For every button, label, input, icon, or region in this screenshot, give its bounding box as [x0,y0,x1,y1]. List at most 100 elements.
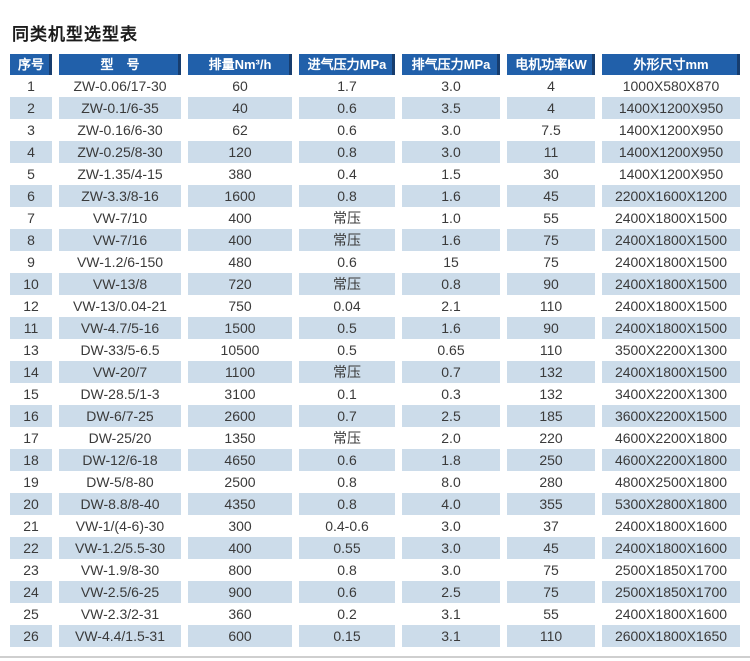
table-cell-col-dimensions: 4600X2200X1800 [602,449,740,471]
table-cell-col-serial: 10 [10,273,52,295]
table-cell-col-exhaust-pressure: 3.0 [402,515,500,537]
table-cell-col-exhaust-pressure: 2.1 [402,295,500,317]
table-cell-col-motor-power: 11 [507,141,595,163]
table-cell-col-motor-power: 4 [507,75,595,97]
table-cell-col-model: DW-6/7-25 [59,405,181,427]
table-cell-col-displacement: 4350 [188,493,292,515]
table-cell-col-exhaust-pressure: 15 [402,251,500,273]
table-cell-col-displacement: 10500 [188,339,292,361]
table-cell-col-intake-pressure: 常压 [299,207,395,229]
table-cell-col-model: VW-4.4/1.5-31 [59,625,181,647]
bottom-divider [0,656,750,658]
table-cell-col-model: ZW-0.25/8-30 [59,141,181,163]
table-cell-col-model: VW-1.2/5.5-30 [59,537,181,559]
model-selection-table: 序号型 号排量Nm³/h 进气压力MPa 排气压力MPa 电机功率kW 外形尺寸mm 1… [10,54,740,647]
table-cell-col-model: VW-1/(4-6)-30 [59,515,181,537]
table-cell-col-displacement: 2500 [188,471,292,493]
table-cell-col-intake-pressure: 0.5 [299,317,395,339]
table-cell-col-dimensions: 2400X1800X1500 [602,251,740,273]
table-cell-col-intake-pressure: 0.7 [299,405,395,427]
table-row: 23 VW-1.9/8-30 800 0.8 3.0 75 2500X1850X1700 [10,559,740,581]
table-cell-col-motor-power: 110 [507,295,595,317]
table-cell-col-motor-power: 132 [507,383,595,405]
table-cell-col-serial: 5 [10,163,52,185]
table-cell-col-model: VW-13/0.04-21 [59,295,181,317]
table-cell-col-dimensions: 4600X2200X1800 [602,427,740,449]
table-cell-col-serial: 8 [10,229,52,251]
table-cell-col-model: VW-2.3/2-31 [59,603,181,625]
table-cell-col-displacement: 750 [188,295,292,317]
table-cell-col-dimensions: 1400X1200X950 [602,119,740,141]
table-cell-col-serial: 6 [10,185,52,207]
table-cell-col-exhaust-pressure: 3.1 [402,603,500,625]
header-cell-col-model: 型 号 [59,54,181,75]
table-cell-col-dimensions: 3500X2200X1300 [602,339,740,361]
table-cell-col-model: VW-2.5/6-25 [59,581,181,603]
table-row: 14 VW-20/7 1100 常压 0.7 132 2400X1800X1500 [10,361,740,383]
table-cell-col-serial: 9 [10,251,52,273]
table-cell-col-model: DW-5/8-80 [59,471,181,493]
table-row: 9 VW-1.2/6-150 480 0.6 15 75 2400X1800X1500 [10,251,740,273]
table-cell-col-displacement: 120 [188,141,292,163]
table-cell-col-dimensions: 2400X1800X1600 [602,603,740,625]
table-cell-col-dimensions: 2500X1850X1700 [602,559,740,581]
table-cell-col-serial: 12 [10,295,52,317]
table-row: 22 VW-1.2/5.5-30 400 0.55 3.0 45 2400X1800X160… [10,537,740,559]
table-cell-col-serial: 26 [10,625,52,647]
table-cell-col-intake-pressure: 0.6 [299,449,395,471]
table-body: 1 ZW-0.06/17-30 60 1.7 3.0 4 1000X580X870 2 ZW-0… [10,75,740,647]
table-cell-col-exhaust-pressure: 8.0 [402,471,500,493]
table-cell-col-serial: 7 [10,207,52,229]
table-cell-col-exhaust-pressure: 4.0 [402,493,500,515]
table-cell-col-displacement: 480 [188,251,292,273]
table-cell-col-motor-power: 75 [507,559,595,581]
table-cell-col-dimensions: 3400X2200X1300 [602,383,740,405]
table-cell-col-displacement: 40 [188,97,292,119]
table-cell-col-displacement: 900 [188,581,292,603]
table-cell-col-exhaust-pressure: 1.6 [402,185,500,207]
table-cell-col-displacement: 720 [188,273,292,295]
table-cell-col-model: VW-7/10 [59,207,181,229]
table-cell-col-model: VW-7/16 [59,229,181,251]
table-cell-col-displacement: 800 [188,559,292,581]
table-cell-col-exhaust-pressure: 1.8 [402,449,500,471]
table-cell-col-displacement: 380 [188,163,292,185]
table-cell-col-exhaust-pressure: 1.6 [402,317,500,339]
table-cell-col-intake-pressure: 0.6 [299,251,395,273]
table-cell-col-exhaust-pressure: 3.0 [402,119,500,141]
table-cell-col-displacement: 400 [188,229,292,251]
table-row: 16 DW-6/7-25 2600 0.7 2.5 185 3600X2200X1500 [10,405,740,427]
table-cell-col-model: VW-1.2/6-150 [59,251,181,273]
table-cell-col-dimensions: 2400X1800X1500 [602,317,740,339]
table-cell-col-dimensions: 4800X2500X1800 [602,471,740,493]
table-cell-col-dimensions: 1000X580X870 [602,75,740,97]
table-cell-col-exhaust-pressure: 2.5 [402,581,500,603]
table-cell-col-displacement: 600 [188,625,292,647]
table-cell-col-intake-pressure: 0.1 [299,383,395,405]
table-cell-col-motor-power: 75 [507,229,595,251]
header-cell-col-motor-power: 电机功率kW [507,54,595,75]
table-cell-col-motor-power: 90 [507,317,595,339]
table-cell-col-motor-power: 75 [507,581,595,603]
table-cell-col-serial: 24 [10,581,52,603]
table-cell-col-dimensions: 1400X1200X950 [602,163,740,185]
header-cell-col-serial: 序号 [10,54,52,75]
table-row: 1 ZW-0.06/17-30 60 1.7 3.0 4 1000X580X870 [10,75,740,97]
table-cell-col-displacement: 1500 [188,317,292,339]
table-cell-col-intake-pressure: 0.04 [299,295,395,317]
table-cell-col-serial: 23 [10,559,52,581]
table-row: 2 ZW-0.1/6-35 40 0.6 3.5 4 1400X1200X950 [10,97,740,119]
table-cell-col-dimensions: 1400X1200X950 [602,97,740,119]
table-cell-col-model: VW-20/7 [59,361,181,383]
table-row: 4 ZW-0.25/8-30 120 0.8 3.0 11 1400X1200X950 [10,141,740,163]
table-cell-col-exhaust-pressure: 0.8 [402,273,500,295]
table-cell-col-serial: 17 [10,427,52,449]
table-cell-col-exhaust-pressure: 3.0 [402,141,500,163]
header-cell-col-dimensions: 外形尺寸mm [602,54,740,75]
table-cell-col-displacement: 400 [188,207,292,229]
table-cell-col-intake-pressure: 常压 [299,229,395,251]
table-cell-col-model: DW-28.5/1-3 [59,383,181,405]
table-cell-col-intake-pressure: 0.8 [299,185,395,207]
table-cell-col-intake-pressure: 0.4-0.6 [299,515,395,537]
table-cell-col-exhaust-pressure: 1.6 [402,229,500,251]
